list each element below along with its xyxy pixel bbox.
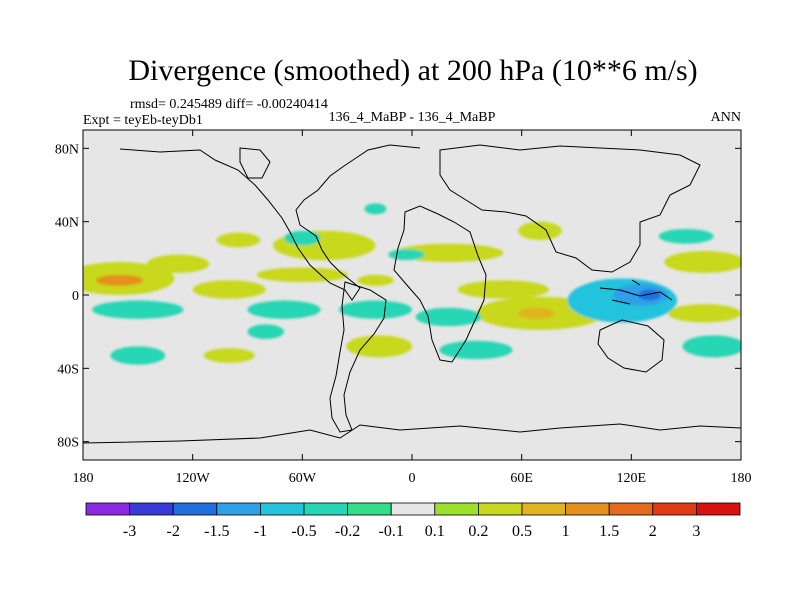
contour-region-22 (415, 307, 482, 327)
colorbar-swatch-14 (696, 502, 741, 516)
stats-label: rmsd= 0.245489 diff= -0.00240414 (130, 97, 328, 112)
colorbar-swatch-6 (347, 502, 392, 516)
contour-region-12 (518, 221, 562, 240)
colorbar-label-7: 0.1 (425, 523, 445, 540)
x-tick-label-1: 120W (176, 471, 211, 486)
map-axes: 180 120W 60W 0 60E 120E 180 80N 40N 0 40S 80S (55, 130, 752, 486)
case-label: 136_4_MaBP - 136_4_MaBP (329, 110, 496, 125)
chart-title: Divergence (smoothed) at 200 hPa (10**6 … (128, 54, 697, 87)
colorbar-label-3: -1 (254, 523, 267, 540)
contour-region-16 (203, 348, 255, 363)
y-tick-label-3: 40S (57, 362, 79, 377)
colorbar-swatch-10 (521, 502, 566, 516)
contour-region-19 (247, 300, 321, 319)
colorbar-swatch-5 (303, 502, 348, 516)
x-tick-label-4: 60E (510, 471, 533, 486)
x-tick-label-2: 60W (289, 471, 317, 486)
colorbar: -3 -2 -1.5 -1 -0.5 -0.2 -0.1 0.1 0.2 0.5 1 1.5 2 3 (85, 502, 741, 540)
contour-region-20 (247, 324, 285, 339)
contour-region-18 (110, 346, 166, 365)
colorbar-swatch-12 (608, 502, 654, 516)
colorbar-swatch-4 (259, 502, 305, 516)
colorbar-label-2: -1.5 (204, 523, 229, 540)
colorbar-label-10: 1 (562, 523, 570, 540)
contour-region-6 (256, 267, 349, 283)
colorbar-label-12: 2 (649, 523, 657, 540)
colorbar-swatch-7 (390, 502, 436, 516)
colorbar-label-9: 0.5 (512, 523, 532, 540)
coastline-indonesia (599, 279, 673, 305)
colorbar-label-13: 3 (692, 523, 700, 540)
coastline-asia (439, 144, 701, 273)
coastline-australia (597, 319, 665, 373)
colorbar-swatch-1 (129, 502, 174, 516)
coastlines (83, 144, 741, 444)
contour-region-29 (284, 230, 321, 246)
x-tick-label-3: 0 (409, 471, 416, 486)
contour-region-15 (346, 335, 412, 358)
y-tick-label-4: 80S (57, 436, 79, 451)
x-tick-label-0: 180 (73, 471, 94, 486)
coastline-south-america (329, 281, 387, 433)
colorbar-swatch-0 (85, 502, 130, 516)
contour-region-4 (216, 232, 261, 248)
colorbar-label-4: -0.5 (291, 523, 316, 540)
experiment-label: Expt = teyEb-teyDb1 (83, 113, 203, 128)
x-tick-label-5: 120E (617, 471, 647, 486)
colorbar-label-0: -3 (123, 523, 136, 540)
colorbar-swatch-8 (434, 502, 479, 516)
coastline-africa-europe (393, 205, 487, 363)
contour-region-31 (388, 249, 425, 261)
contour-region-17 (92, 300, 184, 319)
colorbar-swatch-13 (652, 502, 697, 516)
colorbar-swatch-9 (477, 502, 523, 516)
contour-region-9 (457, 280, 550, 299)
contour-region-11 (518, 307, 555, 319)
y-tick-label-0: 80N (55, 142, 79, 157)
colorbar-label-5: -0.2 (335, 523, 360, 540)
contour-region-28 (658, 229, 714, 244)
contour-region-23 (439, 340, 513, 360)
contour-region-7 (357, 274, 394, 286)
contour-region-21 (338, 300, 413, 319)
coastline-greenland (239, 147, 271, 179)
y-tick-label-1: 40N (55, 216, 79, 231)
colorbar-swatch-11 (565, 502, 610, 516)
y-tick-label-2: 0 (72, 289, 79, 304)
contour-region-3 (192, 280, 266, 299)
contour-region-13 (664, 251, 741, 273)
contour-region-27 (682, 335, 741, 358)
colorbar-swatch-2 (172, 502, 218, 516)
coastline-north-america (119, 144, 421, 301)
contour-region-2 (146, 254, 210, 273)
coastline-antarctica (83, 423, 741, 444)
contour-region-1 (95, 274, 144, 286)
contour-region-14 (667, 304, 741, 323)
colorbar-label-11: 1.5 (599, 523, 619, 540)
colorbar-swatch-3 (216, 502, 261, 516)
x-tick-label-6: 180 (731, 471, 752, 486)
map-panel: 180 120W 60W 0 60E 120E 180 80N 40N 0 40S 80S (55, 129, 752, 486)
season-label: ANN (711, 110, 741, 125)
colorbar-label-8: 0.2 (468, 523, 488, 540)
contour-region-30 (364, 203, 387, 215)
colorbar-label-6: -0.1 (379, 523, 404, 540)
contour-fields (83, 203, 741, 365)
colorbar-label-1: -2 (167, 523, 180, 540)
contour-region-26 (638, 289, 661, 301)
